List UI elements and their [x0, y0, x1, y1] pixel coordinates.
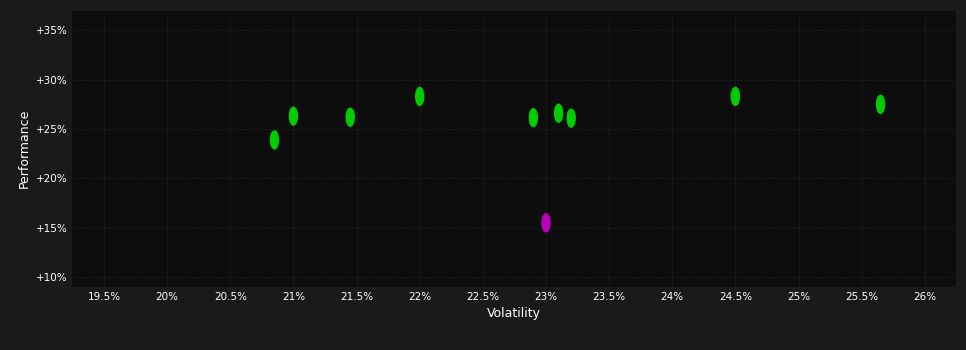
Ellipse shape	[415, 88, 424, 105]
Ellipse shape	[731, 88, 739, 105]
Y-axis label: Performance: Performance	[17, 109, 30, 188]
Ellipse shape	[270, 131, 278, 149]
Ellipse shape	[290, 107, 298, 125]
Ellipse shape	[567, 109, 575, 127]
X-axis label: Volatility: Volatility	[488, 307, 541, 320]
Ellipse shape	[529, 108, 537, 127]
Ellipse shape	[876, 95, 885, 113]
Ellipse shape	[542, 214, 550, 232]
Ellipse shape	[554, 104, 562, 122]
Ellipse shape	[346, 108, 355, 126]
